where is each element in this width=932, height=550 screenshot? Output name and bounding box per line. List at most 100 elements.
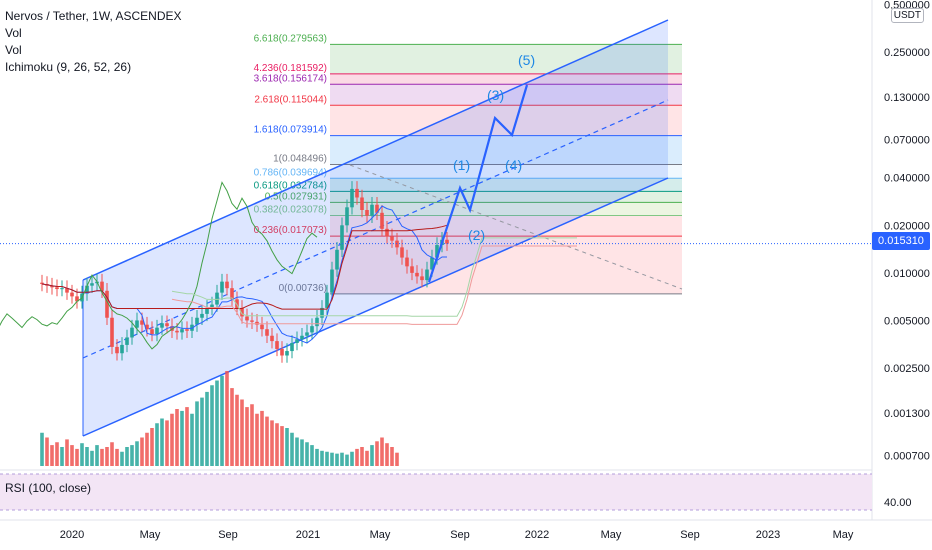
volume-bar (165, 420, 169, 466)
volume-bar (355, 448, 359, 466)
symbol-title[interactable]: Nervos / Tether, 1W, ASCENDEX (5, 9, 182, 23)
candle-body (200, 313, 204, 318)
candle-body (425, 269, 429, 281)
wave-label: (2) (468, 227, 485, 243)
currency-badge[interactable]: USDT (890, 8, 924, 23)
candle-body (415, 272, 419, 277)
ascending-channel-fill (83, 20, 668, 436)
candle-body (240, 307, 244, 317)
candle-body (345, 207, 349, 226)
ichimoku-indicator-label[interactable]: Ichimoku (9, 26, 52, 26) (5, 60, 132, 74)
candle-body (340, 225, 344, 250)
volume-indicator-label[interactable]: Vol (5, 26, 22, 40)
volume-bar (225, 371, 229, 466)
volume-indicator-label-2[interactable]: Vol (5, 43, 22, 57)
volume-bar (150, 428, 154, 466)
volume-bar (155, 423, 159, 466)
time-axis-label: Sep (450, 529, 470, 541)
time-axis-label: May (833, 529, 854, 541)
price-axis-label: 0.070000 (884, 134, 930, 146)
fib-zone (330, 191, 682, 203)
candle-body (435, 245, 439, 258)
rsi-indicator-label[interactable]: RSI (100, close) (5, 481, 92, 495)
candle-body (260, 324, 264, 330)
candle-body (115, 346, 119, 354)
candle-body (250, 320, 254, 322)
candle-body (360, 197, 364, 210)
volume-bar (285, 428, 289, 466)
fib-zone (330, 73, 682, 85)
time-axis-label: May (601, 529, 622, 541)
candle-body (245, 316, 249, 321)
volume-bar (175, 409, 179, 466)
lagging-span (0, 181, 318, 350)
volume-bar (185, 407, 189, 466)
fib-zone (330, 135, 682, 165)
elliott-wave-path (427, 84, 529, 283)
candle-body (265, 329, 269, 336)
base-line (41, 224, 448, 310)
candle-body (70, 292, 74, 297)
volume-bar (40, 432, 44, 466)
volume-bar (270, 420, 274, 466)
candle-body (335, 249, 339, 270)
candle-body (380, 212, 384, 229)
candle-body (305, 332, 309, 336)
candle-body (400, 247, 404, 258)
volume-bar (380, 437, 384, 466)
candle-body (145, 324, 149, 330)
candle-body (300, 335, 304, 340)
candle-body (330, 269, 334, 293)
channel-lower-line (82, 177, 669, 437)
volume-bar (195, 401, 199, 466)
candle-body (235, 299, 239, 308)
chart-legend: Nervos / Tether, 1W, ASCENDEX Vol Vol Ic… (5, 8, 182, 76)
price-axis-label: 0.040000 (884, 173, 930, 185)
candle-body (90, 283, 94, 286)
candle-body (150, 329, 154, 335)
volume-bar (115, 448, 119, 466)
candle-body (140, 320, 144, 325)
wave-label: (1) (453, 157, 470, 173)
price-axis-label: 0.001300 (884, 408, 930, 420)
volume-bar (190, 413, 194, 466)
candle-body (255, 321, 259, 325)
volume-bar (230, 388, 234, 466)
volume-bar (370, 445, 374, 466)
candle-body (275, 341, 279, 349)
candle-body (365, 210, 369, 216)
fib-level-label: 1(0.048496) (273, 154, 327, 165)
volume-bar (110, 442, 114, 466)
time-axis-label: May (370, 529, 391, 541)
ichimoku (0, 181, 577, 350)
volume-bar (310, 445, 314, 466)
candle-body (130, 327, 134, 338)
fib-level-label: 1.618(0.073914) (254, 125, 327, 136)
candle-body (280, 348, 284, 356)
volume-bar (290, 432, 294, 466)
price-axis-label: 0.130000 (884, 92, 930, 104)
volume-bar (95, 445, 99, 466)
candle-body (40, 282, 44, 285)
volume-bar (305, 442, 309, 466)
price-axis-label: 0.500000 (884, 0, 930, 11)
volume-bar (215, 380, 219, 466)
volume-bar (280, 426, 284, 466)
volume-bar (340, 452, 344, 466)
volume-bar (240, 399, 244, 466)
price-axis-label: 0.020000 (884, 220, 930, 232)
volume-bar (210, 385, 214, 466)
volume-bar (220, 375, 224, 466)
candle-body (270, 335, 274, 342)
candle-body (445, 239, 449, 244)
candle-body (160, 323, 164, 328)
candle-body (430, 257, 434, 270)
candle-body (105, 290, 109, 318)
volume-bar (100, 448, 104, 466)
time-axis-label: Sep (218, 529, 238, 541)
current-price-tag: 0.015310 (872, 232, 930, 250)
volume-bars (40, 371, 399, 466)
volume-bar (55, 442, 59, 466)
